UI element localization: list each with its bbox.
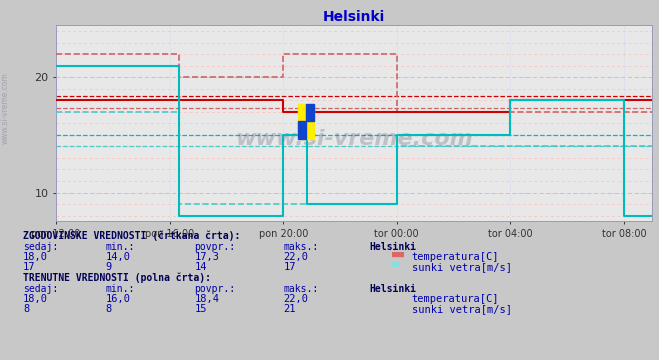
Text: www.si-vreme.com: www.si-vreme.com: [235, 129, 473, 149]
Bar: [298, 121, 306, 139]
Text: www.si-vreme.com: www.si-vreme.com: [1, 72, 10, 144]
Text: Helsinki: Helsinki: [369, 242, 416, 252]
Text: 17,3: 17,3: [194, 252, 219, 262]
Text: 22,0: 22,0: [283, 252, 308, 262]
Bar: [298, 104, 314, 139]
Title: Helsinki: Helsinki: [323, 10, 386, 24]
Text: 21: 21: [283, 304, 296, 314]
Text: 14,0: 14,0: [105, 252, 130, 262]
Text: maks.:: maks.:: [283, 242, 318, 252]
Text: 8: 8: [105, 304, 111, 314]
Text: temperatura[C]: temperatura[C]: [412, 294, 500, 304]
Bar: [392, 262, 398, 266]
Text: sunki vetra[m/s]: sunki vetra[m/s]: [412, 304, 512, 314]
Text: min.:: min.:: [105, 242, 135, 252]
Text: 18,4: 18,4: [194, 294, 219, 304]
Text: 17: 17: [283, 262, 296, 272]
Text: min.:: min.:: [105, 284, 135, 294]
Text: sedaj:: sedaj:: [23, 242, 58, 252]
Text: TRENUTNE VREDNOSTI (polna črta):: TRENUTNE VREDNOSTI (polna črta):: [23, 272, 211, 283]
Text: 8: 8: [23, 304, 29, 314]
Text: sedaj:: sedaj:: [23, 284, 58, 294]
Text: 18,0: 18,0: [23, 252, 48, 262]
Text: temperatura[C]: temperatura[C]: [412, 252, 500, 262]
Text: 18,0: 18,0: [23, 294, 48, 304]
Text: 14: 14: [194, 262, 207, 272]
Text: maks.:: maks.:: [283, 284, 318, 294]
Text: Helsinki: Helsinki: [369, 284, 416, 294]
Text: 22,0: 22,0: [283, 294, 308, 304]
Text: 16,0: 16,0: [105, 294, 130, 304]
Text: sunki vetra[m/s]: sunki vetra[m/s]: [412, 262, 512, 272]
Text: 9: 9: [105, 262, 111, 272]
Text: ZGODOVINSKE VREDNOSTI (črtkana črta):: ZGODOVINSKE VREDNOSTI (črtkana črta):: [23, 230, 241, 241]
Bar: [392, 252, 404, 256]
Text: 17: 17: [23, 262, 36, 272]
Text: povpr.:: povpr.:: [194, 284, 235, 294]
Bar: [306, 104, 314, 121]
Text: 15: 15: [194, 304, 207, 314]
Text: povpr.:: povpr.:: [194, 242, 235, 252]
